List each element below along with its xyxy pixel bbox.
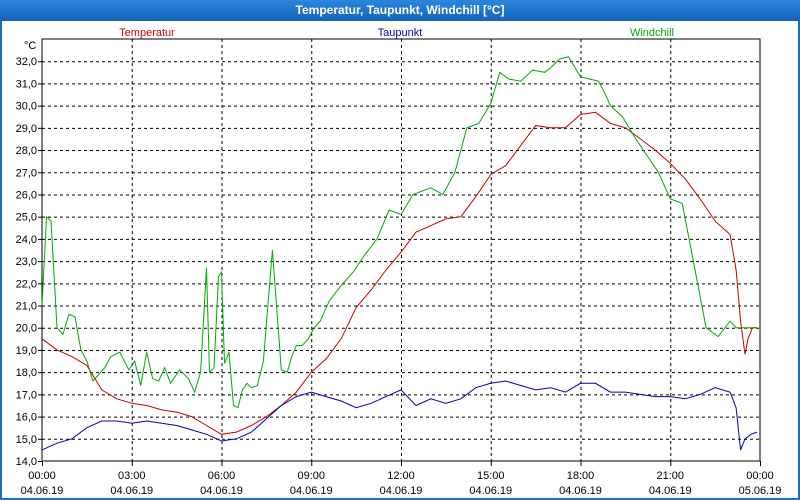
y-tick-label: 21,0 (16, 301, 37, 313)
y-tick-label: 23,0 (16, 256, 37, 268)
window-title: Temperatur, Taupunkt, Windchill [°C] (0, 0, 800, 21)
x-tick-label-time: 00:00 (28, 470, 56, 482)
x-tick-label-time: 12:00 (387, 470, 415, 482)
x-tick-label-time: 00:00 (746, 470, 774, 482)
y-tick-label: 26,0 (16, 189, 37, 201)
y-tick-label: 20,0 (16, 323, 37, 335)
x-tick-label-date: 04.06.19 (380, 485, 423, 497)
y-tick-label: 27,0 (16, 167, 37, 179)
x-tick-label-date: 04.06.19 (290, 485, 333, 497)
series-line-temperatur (41, 111, 757, 435)
y-tick-label: 15,0 (16, 434, 37, 446)
x-tick-label-date: 05.06.19 (739, 485, 782, 497)
x-tick-label-date: 04.06.19 (21, 485, 64, 497)
y-tick-label: 19,0 (16, 345, 37, 357)
x-tick-label-time: 09:00 (297, 470, 325, 482)
x-tick-label-date: 04.06.19 (559, 485, 602, 497)
series-line-windchill (41, 56, 757, 409)
y-axis-label: °C (24, 40, 36, 52)
legend-entry-temperatur: Temperatur (119, 27, 175, 39)
y-tick-label: 32,0 (16, 56, 37, 68)
x-tick-label-date: 04.06.19 (649, 485, 692, 497)
legend-entry-taupunkt: Taupunkt (378, 27, 423, 39)
x-tick-label-date: 04.06.19 (200, 485, 243, 497)
y-tick-label: 28,0 (16, 145, 37, 157)
y-tick-label: 30,0 (16, 101, 37, 113)
x-tick-label-time: 06:00 (208, 470, 236, 482)
legend-entry-windchill: Windchill (630, 27, 674, 39)
x-tick-label-date: 04.06.19 (469, 485, 512, 497)
x-tick-label-time: 21:00 (656, 470, 684, 482)
y-tick-label: 31,0 (16, 78, 37, 90)
y-tick-label: 29,0 (16, 123, 37, 135)
line-chart: 14,0 15,0 16,0 17,0 18,0 19,0 20,0 21,0 22,0 23,0… (16, 27, 782, 497)
chart-area: 14,0 15,0 16,0 17,0 18,0 19,0 20,0 21,0 22,0 23,0… (2, 21, 798, 498)
y-tick-label: 14,0 (16, 456, 37, 468)
x-tick-label-time: 03:00 (118, 470, 146, 482)
y-tick-label: 16,0 (16, 412, 37, 424)
series-line-taupunkt (41, 380, 758, 451)
y-tick-label: 17,0 (16, 389, 37, 401)
y-tick-label: 18,0 (16, 367, 37, 379)
x-tick-label-time: 18:00 (567, 470, 595, 482)
y-tick-label: 22,0 (16, 278, 37, 290)
x-tick-label-date: 04.06.19 (110, 485, 153, 497)
x-tick-label-time: 15:00 (477, 470, 505, 482)
y-tick-label: 25,0 (16, 212, 37, 224)
y-tick-label: 24,0 (16, 234, 37, 246)
